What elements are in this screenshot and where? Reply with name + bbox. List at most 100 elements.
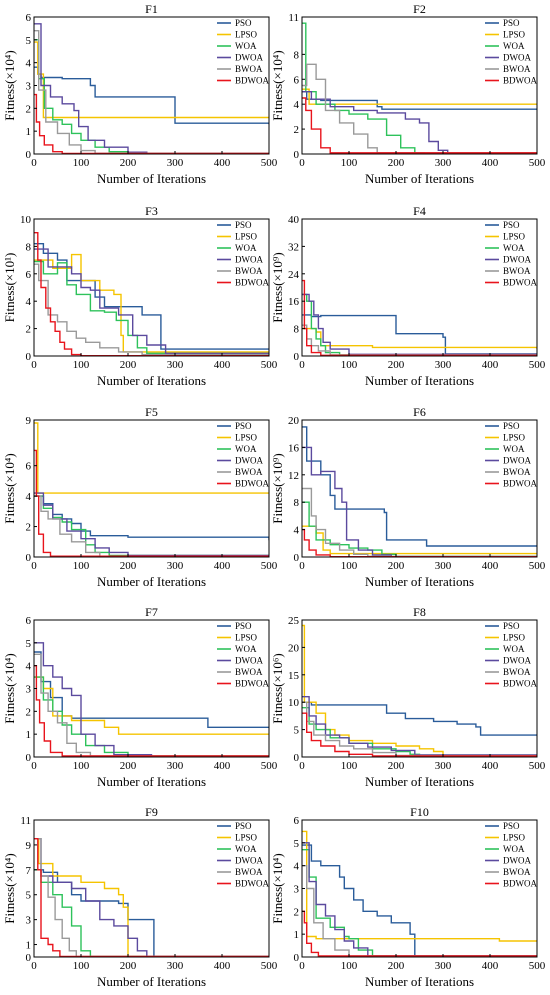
panel-f5-legend-label-dwoa: DWOA (235, 456, 263, 466)
panel-f8-ylabel: Fitness(×10⁶) (270, 653, 285, 723)
panel-f2-xlabel: Number of Iterations (365, 171, 474, 186)
panel-f5-xtick-label: 200 (120, 560, 137, 572)
panel-f6: F6 0 100 200 300 400 500 0 4 8 12 16 20 Number of Ite… (270, 405, 546, 589)
panel-f10-line-dwoa (302, 842, 537, 957)
panel-f9-line-dwoa (34, 838, 269, 957)
panel-f3-xtick-label: 500 (261, 359, 278, 371)
panel-f6-legend-label-dwoa: DWOA (503, 456, 531, 466)
panel-f4-plot-frame (301, 218, 538, 357)
panel-f2-xtick-label: 300 (435, 157, 452, 169)
panel-f10-ytick-label: 2 (294, 906, 300, 918)
panel-f1-ytick-label: 4 (26, 58, 32, 70)
panel-f5-xtick-label: 100 (73, 560, 90, 572)
panel-f9-xtick-label: 200 (120, 960, 137, 972)
panel-f4-ytick-label: 24 (288, 269, 300, 281)
panel-f1-xtick-label: 300 (167, 157, 184, 169)
panel-f7-xtick-label: 0 (31, 760, 37, 772)
panel-f7-legend-label-bwoa: BWOA (235, 667, 263, 677)
panel-f4-xlabel: Number of Iterations (365, 373, 474, 388)
panel-f1-series-group (34, 23, 269, 154)
panel-f4-legend-label-pso: PSO (503, 220, 520, 230)
panel-f10-ytick-label: 3 (294, 884, 300, 896)
panel-f6-line-dwoa (302, 446, 537, 557)
panel-f6-line-pso (302, 426, 537, 547)
panel-f4-legend-label-bdwoa: BDWOA (503, 278, 537, 288)
panel-f2-ytick-label: 11 (288, 12, 299, 24)
panel-f9-title: F9 (145, 805, 158, 819)
panel-f3-legend-label-dwoa: DWOA (235, 255, 263, 265)
panel-f2-legend-label-dwoa: DWOA (503, 53, 531, 63)
panel-f7-xtick-label: 200 (120, 760, 137, 772)
panel-f8-xtick-label: 300 (435, 760, 452, 772)
panel-f8-plot-frame (301, 619, 538, 758)
panel-f3-legend-label-bdwoa: BDWOA (235, 278, 269, 288)
panel-f1-xtick-label: 0 (31, 157, 37, 169)
panel-f7-ytick-label: 5 (26, 638, 32, 650)
panel-f9-plot-frame (33, 819, 270, 958)
panel-f6-series-group (302, 426, 537, 557)
panel-f7-xtick-label: 400 (214, 760, 231, 772)
panel-f10-legend-label-lpso: LPSO (503, 833, 526, 843)
panel-f2-ytick-label: 6 (294, 74, 300, 86)
panel-f5-ytick-label: 2 (26, 522, 32, 534)
panel-f4-ytick-label: 40 (288, 214, 300, 226)
panel-f4-ytick-label: 0 (294, 351, 300, 363)
panel-f2-ytick-label: 2 (294, 124, 300, 136)
panel-f9-ytick-label: 7 (26, 865, 32, 877)
panel-f4-line-woa (302, 293, 537, 356)
panel-f6-line-bwoa (302, 487, 537, 557)
panel-f8-xlabel: Number of Iterations (365, 774, 474, 789)
panel-f8-ytick-label: 15 (288, 670, 300, 682)
panel-f2-legend-label-pso: PSO (503, 18, 520, 28)
panel-f10-legend-label-bdwoa: BDWOA (503, 879, 537, 889)
panel-f9-legend-label-bdwoa: BDWOA (235, 879, 269, 889)
panel-f5-title: F5 (145, 405, 158, 419)
panel-f6-xtick-label: 500 (529, 560, 546, 572)
panel-f9-ylabel: Fitness(×10⁴) (2, 853, 17, 923)
panel-f8-line-lpso (302, 624, 537, 757)
panel-f8-line-pso (302, 701, 537, 736)
panel-f10-legend-label-woa: WOA (503, 844, 525, 854)
panel-f8: F8 0 100 200 300 400 500 0 5 10 15 20 25 Number of It… (270, 605, 546, 789)
panel-f10-line-lpso (302, 830, 537, 942)
panel-f7-series-group (34, 642, 269, 757)
panel-f4: F4 0 100 200 300 400 500 0 8 16 24 32 40 Number of It… (270, 204, 546, 388)
panel-f1-ytick-label: 0 (26, 149, 32, 161)
panel-f9-xtick-label: 500 (261, 960, 278, 972)
panel-f10-xtick-label: 400 (482, 960, 499, 972)
panel-f7-legend-label-lpso: LPSO (235, 633, 258, 643)
panel-f8-legend-label-bwoa: BWOA (503, 667, 531, 677)
panel-f4-xtick-label: 100 (341, 359, 358, 371)
panel-f4-series-group (302, 279, 537, 356)
panel-f6-ytick-label: 12 (288, 470, 299, 482)
panel-f1-line-lpso (34, 41, 269, 119)
panel-f3-ytick-label: 2 (26, 324, 32, 336)
panel-f4-xtick-label: 200 (388, 359, 405, 371)
panel-f9-xtick-label: 300 (167, 960, 184, 972)
panel-f9-ytick-label: 9 (26, 840, 32, 852)
panel-f7-xtick-label: 300 (167, 760, 184, 772)
panel-f8-ytick-label: 0 (294, 752, 300, 764)
panel-f10-legend-label-pso: PSO (503, 821, 520, 831)
panel-f2-line-lpso (302, 88, 537, 105)
panel-f1-ytick-label: 2 (26, 103, 32, 115)
panel-f1-line-pso (34, 66, 269, 125)
panel-f1-ytick-label: 3 (26, 81, 32, 93)
panel-f3-xtick-label: 0 (31, 359, 37, 371)
panel-f7-line-bwoa (34, 653, 269, 757)
panel-f5-plot-frame (33, 419, 270, 558)
panel-f6-ytick-label: 0 (294, 552, 300, 564)
panel-f2-legend-label-woa: WOA (503, 41, 525, 51)
panel-f5-legend-label-pso: PSO (235, 421, 252, 431)
panel-f7-ytick-label: 4 (26, 661, 32, 673)
panel-f3-xtick-label: 300 (167, 359, 184, 371)
panel-f10-xlabel: Number of Iterations (365, 974, 474, 989)
panel-f8-title: F8 (413, 605, 426, 619)
panel-f3-ytick-label: 8 (26, 241, 32, 253)
panel-f1-legend-label-woa: WOA (235, 41, 257, 51)
panel-f2-legend-label-bdwoa: BDWOA (503, 76, 537, 86)
panel-f6-xtick-label: 400 (482, 560, 499, 572)
panel-f1-ytick-label: 5 (26, 35, 32, 47)
panel-f6-ytick-label: 4 (294, 525, 300, 537)
